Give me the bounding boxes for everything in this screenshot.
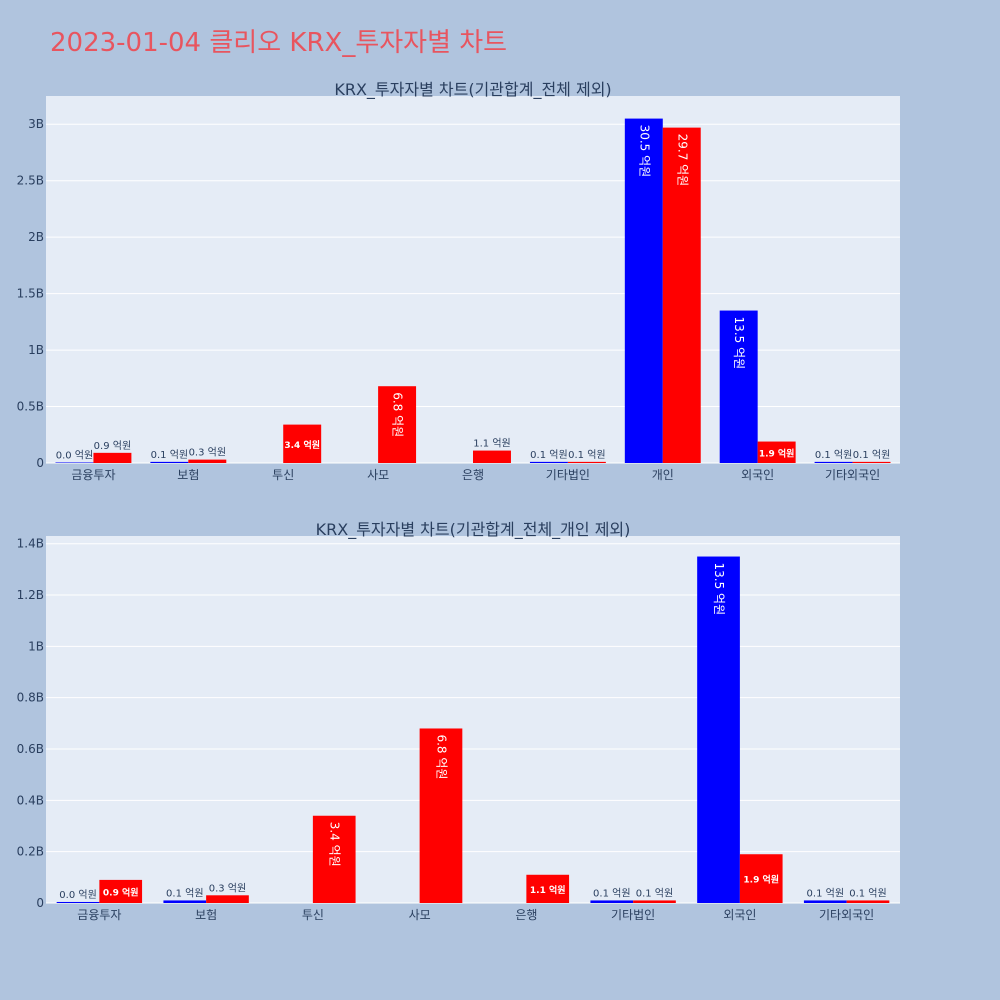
data-label: 6.8 억원 <box>434 734 448 779</box>
bar <box>473 450 511 463</box>
x-tick-label: 보험 <box>177 468 199 482</box>
data-label: 29.7 억원 <box>675 134 689 187</box>
bar <box>312 815 356 903</box>
y-tick-label: 1.2B <box>17 588 44 602</box>
bar <box>803 900 847 903</box>
y-tick-label: 0.4B <box>17 793 44 807</box>
y-tick-label: 2.5B <box>17 174 44 188</box>
x-tick-label: 금융투자 <box>77 908 121 922</box>
x-tick-label: 기타외국인 <box>819 908 874 922</box>
chart-2-svg: 0 0.2B 0.4B 0.6B 0.8B 1B 1.2B 1.4B KRX_투자자별 차트(기… <box>17 520 900 922</box>
data-label: 0.9 억원 <box>103 886 139 898</box>
y-tick-label: 0 <box>36 456 44 470</box>
data-label: 0.1 억원 <box>593 887 630 899</box>
bar <box>206 895 249 903</box>
y-tick-label: 1.5B <box>17 287 44 301</box>
x-tick-label: 기타법인 <box>611 908 655 922</box>
plot-area <box>46 96 900 463</box>
bar <box>283 424 322 463</box>
bar <box>99 879 143 903</box>
plot-area <box>46 536 900 903</box>
x-tick-label: 금융투자 <box>71 468 115 482</box>
x-tick-label: 개인 <box>652 468 674 482</box>
bar <box>633 900 676 903</box>
bar <box>852 461 891 463</box>
x-tick-label: 사모 <box>367 468 389 482</box>
page-title: 2023-01-04 클리오 KRX_투자자별 차트 <box>50 28 508 58</box>
x-tick-label: 기타외국인 <box>825 468 880 482</box>
y-tick-label: 1B <box>28 639 44 653</box>
bar <box>56 901 100 903</box>
x-tick-label: 투신 <box>272 468 294 482</box>
bar <box>567 461 606 463</box>
bar <box>188 459 227 463</box>
y-tick-label: 0.2B <box>17 845 44 859</box>
bar <box>529 461 568 463</box>
y-tick-label: 0.6B <box>17 742 44 756</box>
y-tick-label: 2B <box>28 230 44 244</box>
chart-1-svg: 0 0.5B 1B 1.5B 2B 2.5B 3B KRX_투자자별 차트(기관합계_전체 제… <box>17 80 900 482</box>
data-label: 13.5 억원 <box>732 317 746 370</box>
chart-1: 0 0.5B 1B 1.5B 2B 2.5B 3B KRX_투자자별 차트(기관합계_전체 제… <box>0 75 1000 485</box>
x-tick-label: 사모 <box>409 908 431 922</box>
x-tick-label: 투신 <box>302 908 324 922</box>
data-label: 1.9 억원 <box>743 874 779 886</box>
data-label: 0.1 억원 <box>530 449 567 461</box>
bar <box>624 118 663 464</box>
x-tick-label: 기타법인 <box>546 468 590 482</box>
x-tick-label: 은행 <box>462 467 484 482</box>
data-label: 0.0 억원 <box>56 450 93 462</box>
bar <box>719 310 758 463</box>
x-tick-label: 외국인 <box>741 468 774 482</box>
data-label: 0.1 억원 <box>807 887 844 899</box>
data-label: 0.1 억원 <box>568 449 605 461</box>
y-tick-label: 3B <box>28 117 44 131</box>
data-label: 0.3 억원 <box>209 882 246 894</box>
data-label: 3.4 억원 <box>284 439 320 451</box>
chart-title: KRX_투자자별 차트(기관합계_전체 제외) <box>334 80 611 100</box>
y-tick-label: 1B <box>28 343 44 357</box>
data-label: 0.9 억원 <box>94 440 131 452</box>
data-label: 0.1 억원 <box>853 449 890 461</box>
y-tick-label: 0 <box>36 896 44 910</box>
x-tick-label: 보험 <box>195 908 217 922</box>
data-label: 1.9 억원 <box>759 447 795 459</box>
data-label: 0.1 억원 <box>166 887 203 899</box>
data-label: 1.1 억원 <box>530 884 566 896</box>
data-label: 3.4 억원 <box>328 822 342 867</box>
data-label: 0.1 억원 <box>636 887 673 899</box>
data-label: 0.3 억원 <box>189 447 226 459</box>
bar <box>526 874 570 903</box>
bar <box>419 728 463 903</box>
data-label: 6.8 억원 <box>391 392 405 437</box>
bar <box>739 854 783 903</box>
x-tick-label: 외국인 <box>723 908 756 922</box>
data-label: 0.0 억원 <box>59 889 96 901</box>
data-label: 13.5 억원 <box>712 563 726 616</box>
data-label: 1.1 억원 <box>473 438 510 450</box>
y-tick-label: 1.4B <box>17 537 44 551</box>
data-label: 0.1 억원 <box>849 887 886 899</box>
data-label: 0.1 억원 <box>151 449 188 461</box>
x-tick-label: 은행 <box>515 907 537 922</box>
bar <box>150 461 189 463</box>
chart-title: KRX_투자자별 차트(기관합계_전체_개인 제외) <box>316 520 631 540</box>
bar <box>697 556 740 903</box>
bar <box>163 900 207 903</box>
bar <box>378 386 417 463</box>
bar <box>662 127 701 463</box>
bar <box>93 452 132 463</box>
bar <box>757 441 796 463</box>
bar <box>814 461 853 463</box>
chart-2: 0 0.2B 0.4B 0.6B 0.8B 1B 1.2B 1.4B KRX_투자자별 차트(기… <box>0 515 1000 925</box>
data-label: 30.5 억원 <box>637 125 651 178</box>
y-tick-label: 0.5B <box>17 400 44 414</box>
bar <box>846 900 890 903</box>
y-tick-label: 0.8B <box>17 691 44 705</box>
data-label: 0.1 억원 <box>815 449 852 461</box>
bar <box>55 462 94 463</box>
bar <box>590 900 634 903</box>
